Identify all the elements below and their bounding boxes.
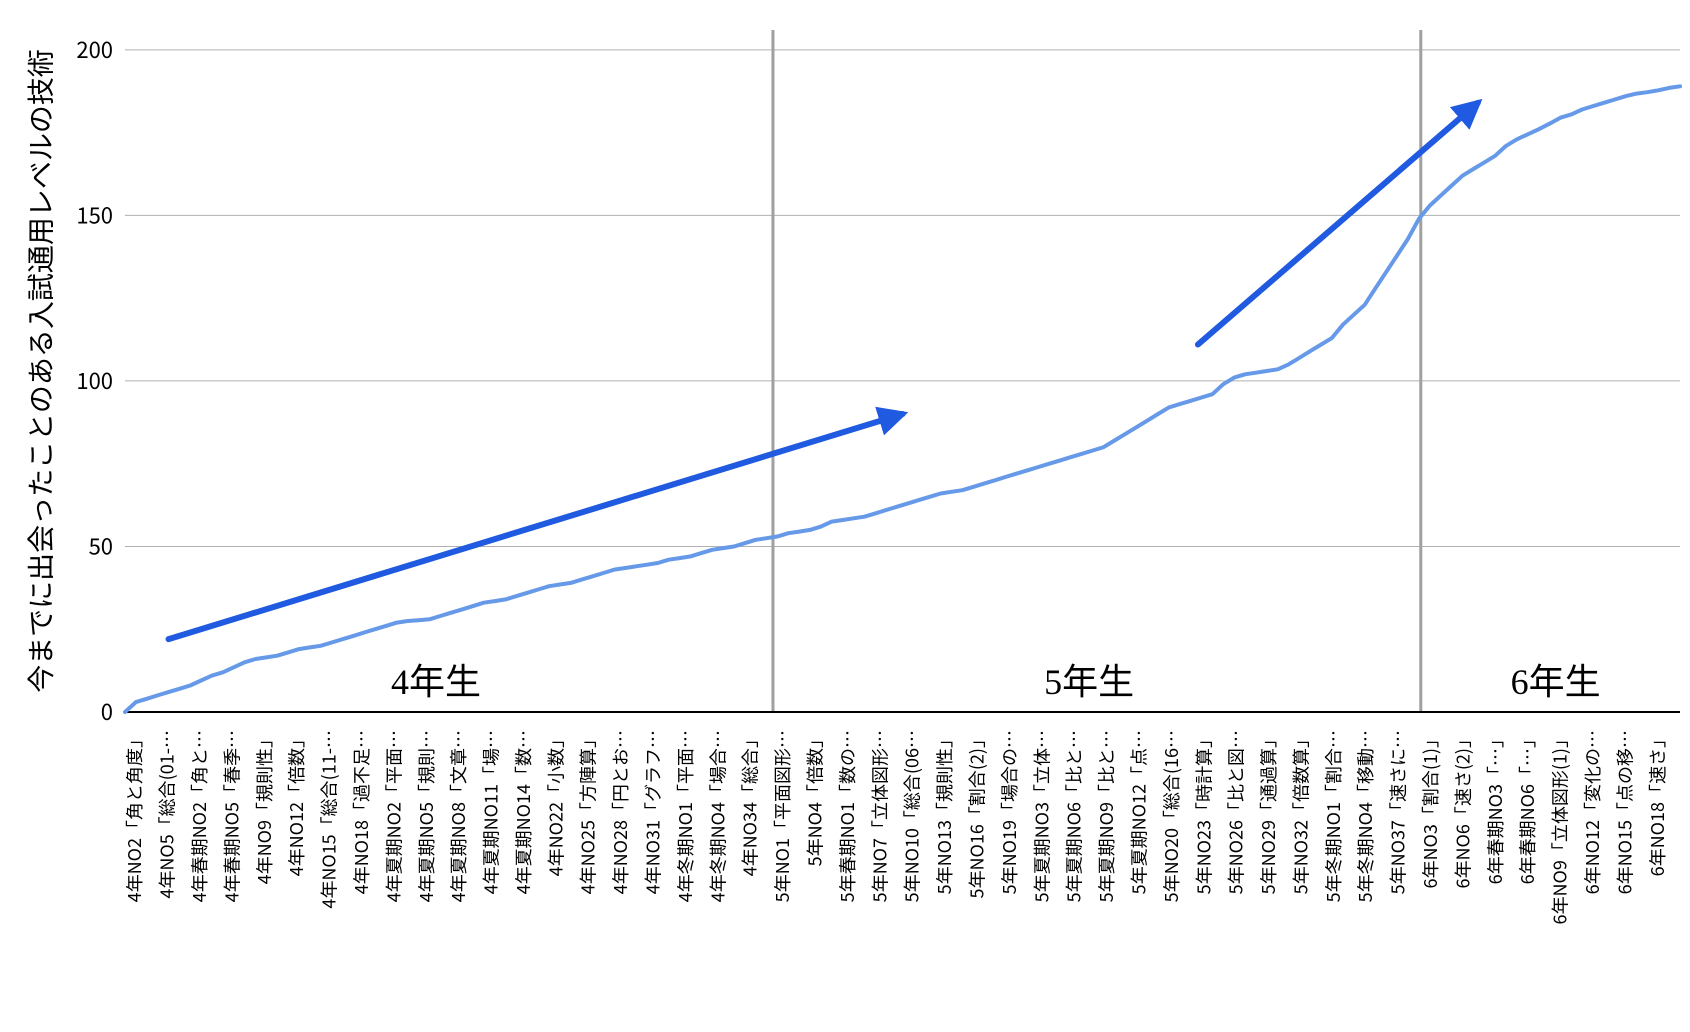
x-tick-label: 6年春期NO3「…」	[1482, 730, 1508, 884]
x-tick-label: 5年NO37「速さに…	[1385, 730, 1411, 894]
x-tick-label: 5年春期NO1「数の…	[834, 730, 860, 902]
x-tick-label: 4年冬期NO1「平面…	[672, 730, 698, 902]
chart-svg: 0 50 100 150 200 4年生 5年生 6年生 4年NO2「角と角度」 4年NO5「総合…	[0, 0, 1690, 1032]
x-tick-label: 6年NO18「速さ」	[1644, 730, 1670, 876]
x-tick-label: 4年夏期NO8「文章…	[445, 730, 471, 902]
x-tick-label: 5年NO1「平面図形…	[769, 730, 795, 902]
x-tick-label: 5年夏期NO9「比と…	[1093, 730, 1119, 902]
x-tick-label: 6年NO3「割合(1)」	[1417, 730, 1443, 889]
x-tick-label: 5年夏期NO12「点…	[1125, 730, 1151, 894]
x-tick-label: 4年夏期NO14「数…	[510, 730, 536, 894]
x-tick-label: 6年NO15「点の移…	[1611, 730, 1637, 894]
trend-arrow	[1198, 103, 1478, 345]
x-tick-label: 4年夏期NO5「規則…	[413, 730, 439, 902]
x-tick-label: 4年NO22「小数」	[542, 730, 568, 876]
x-tick-label: 6年NO12「変化の…	[1579, 730, 1605, 894]
y-tick-label: 200	[76, 33, 113, 65]
x-tick-label: 5年NO7「立体図形…	[866, 730, 892, 902]
x-tick-label: 4年NO25「方陣算」	[575, 730, 601, 894]
x-tick-label: 5年冬期NO1「割合…	[1320, 730, 1346, 902]
x-tick-label: 5年夏期NO3「立体…	[1028, 730, 1054, 902]
x-tick-label: 4年NO9「規則性」	[251, 730, 277, 884]
y-tick-label: 150	[76, 198, 113, 230]
section-label: 5年生	[1044, 662, 1134, 702]
x-tick-label: 4年NO34「総合」	[737, 730, 763, 876]
x-tick-label: 4年NO5「総合(01-…	[154, 730, 180, 899]
y-axis-label: 今までに出会ったことのある入試通用レベルの技術	[20, 49, 60, 693]
x-tick-label: 4年夏期NO11「場…	[478, 730, 504, 894]
x-tick-label: 5年NO20「総合(16…	[1158, 730, 1184, 902]
x-tick-label: 5年NO29「通過算」	[1255, 730, 1281, 894]
chart-stage: 今までに出会ったことのある入試通用レベルの技術 0 50 100 150 200 4年生 5…	[0, 0, 1690, 1032]
x-tick-label: 5年NO26「比と図…	[1223, 730, 1249, 894]
x-tick-label: 5年NO32「倍数算」	[1287, 730, 1313, 894]
y-tick-label: 100	[76, 364, 113, 396]
trend-arrow	[169, 414, 903, 639]
x-tick-label: 4年春期NO2「角と…	[186, 730, 212, 902]
section-label: 4年生	[391, 662, 481, 702]
x-tick-label: 5年NO19「場合の…	[996, 730, 1022, 894]
data-line	[125, 86, 1680, 712]
x-tick-label: 5年冬期NO4「移動…	[1352, 730, 1378, 902]
x-tick-label: 6年NO6「速さ(2)」	[1449, 730, 1475, 889]
y-tick-label: 50	[89, 529, 113, 561]
x-tick-label: 4年NO31「グラフ…	[640, 730, 666, 894]
x-tick-label: 4年NO15「総合(11-…	[316, 730, 342, 909]
y-tick-label: 0	[101, 695, 113, 727]
x-tick-label: 4年NO12「倍数」	[283, 730, 309, 876]
x-tick-label: 4年NO18「過不足…	[348, 730, 374, 894]
x-tick-label: 6年春期NO6「…」	[1514, 730, 1540, 884]
x-tick-label: 5年夏期NO6「比と…	[1061, 730, 1087, 902]
x-tick-label: 5年NO16「割合(2)」	[963, 730, 989, 899]
x-tick-label: 4年NO2「角と角度」	[121, 730, 147, 902]
x-tick-label: 4年NO28「円とお…	[607, 730, 633, 894]
x-tick-label: 5年NO23「時計算」	[1190, 730, 1216, 894]
x-tick-label: 5年NO4「倍数」	[802, 730, 828, 866]
section-label: 6年生	[1511, 662, 1601, 702]
x-tick-label: 4年夏期NO2「平面…	[380, 730, 406, 902]
x-tick-label: 5年NO13「規則性」	[931, 730, 957, 894]
x-tick-label: 4年春期NO5「春季…	[218, 730, 244, 902]
x-tick-label: 4年冬期NO4「場合…	[704, 730, 730, 902]
x-tick-label: 5年NO10「総合(06…	[899, 730, 925, 902]
x-tick-label: 6年NO9「立体図形(1)」	[1547, 730, 1573, 925]
